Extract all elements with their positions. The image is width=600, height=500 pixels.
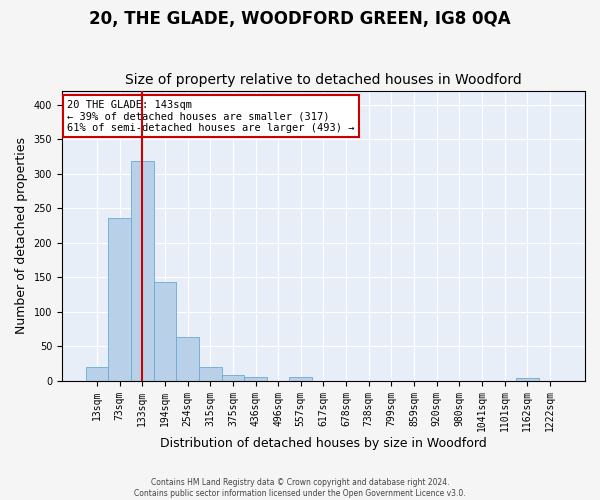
X-axis label: Distribution of detached houses by size in Woodford: Distribution of detached houses by size …: [160, 437, 487, 450]
Title: Size of property relative to detached houses in Woodford: Size of property relative to detached ho…: [125, 73, 522, 87]
Text: 20, THE GLADE, WOODFORD GREEN, IG8 0QA: 20, THE GLADE, WOODFORD GREEN, IG8 0QA: [89, 10, 511, 28]
Bar: [109, 218, 131, 380]
Text: 20 THE GLADE: 143sqm
← 39% of detached houses are smaller (317)
61% of semi-deta: 20 THE GLADE: 143sqm ← 39% of detached h…: [67, 100, 355, 133]
Bar: [244, 377, 267, 380]
Bar: [86, 367, 109, 380]
Bar: [154, 282, 176, 380]
Text: Contains HM Land Registry data © Crown copyright and database right 2024.
Contai: Contains HM Land Registry data © Crown c…: [134, 478, 466, 498]
Y-axis label: Number of detached properties: Number of detached properties: [15, 138, 28, 334]
Bar: [199, 367, 221, 380]
Bar: [516, 378, 539, 380]
Bar: [176, 337, 199, 380]
Bar: [289, 377, 312, 380]
Bar: [131, 162, 154, 380]
Bar: [221, 375, 244, 380]
